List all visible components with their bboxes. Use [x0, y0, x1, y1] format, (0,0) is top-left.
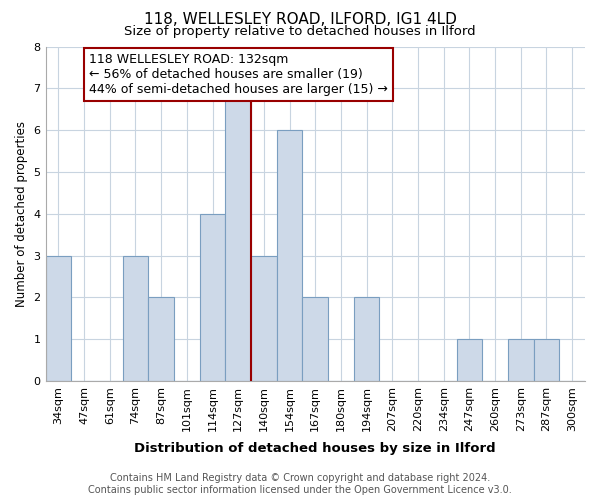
Text: Size of property relative to detached houses in Ilford: Size of property relative to detached ho…: [124, 25, 476, 38]
Bar: [122, 256, 148, 381]
X-axis label: Distribution of detached houses by size in Ilford: Distribution of detached houses by size …: [134, 442, 496, 455]
Bar: [508, 339, 533, 381]
Bar: [277, 130, 302, 381]
Text: Contains HM Land Registry data © Crown copyright and database right 2024.
Contai: Contains HM Land Registry data © Crown c…: [88, 474, 512, 495]
Bar: [354, 298, 379, 381]
Bar: [457, 339, 482, 381]
Bar: [46, 256, 71, 381]
Bar: [200, 214, 226, 381]
Bar: [226, 88, 251, 381]
Bar: [148, 298, 174, 381]
Text: 118, WELLESLEY ROAD, ILFORD, IG1 4LD: 118, WELLESLEY ROAD, ILFORD, IG1 4LD: [143, 12, 457, 28]
Y-axis label: Number of detached properties: Number of detached properties: [15, 120, 28, 306]
Bar: [251, 256, 277, 381]
Text: 118 WELLESLEY ROAD: 132sqm
← 56% of detached houses are smaller (19)
44% of semi: 118 WELLESLEY ROAD: 132sqm ← 56% of deta…: [89, 53, 388, 96]
Bar: [533, 339, 559, 381]
Bar: [302, 298, 328, 381]
